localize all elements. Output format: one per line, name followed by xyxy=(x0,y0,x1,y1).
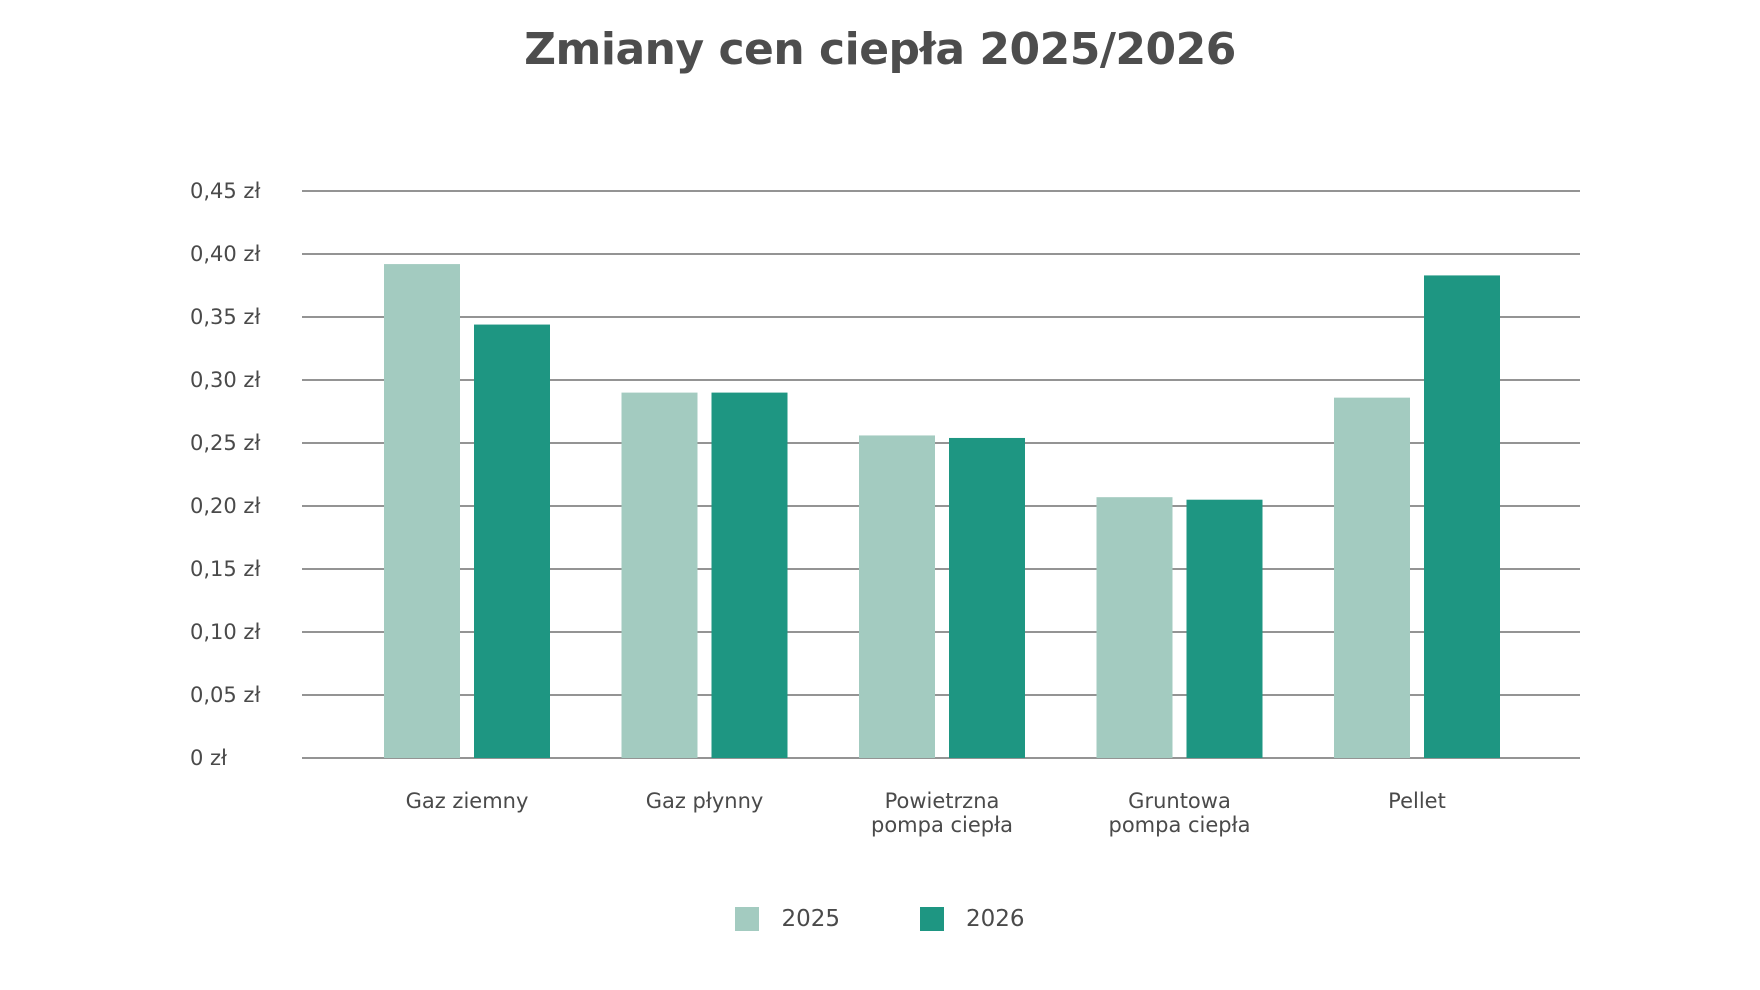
y-tick-label: 0,30 zł xyxy=(190,368,260,392)
legend: 2025 2026 xyxy=(0,906,1760,932)
y-tick-label: 0,45 zł xyxy=(190,179,260,203)
bar-2026 xyxy=(1424,275,1500,758)
y-tick-label: 0,15 zł xyxy=(190,557,260,581)
bar-2025 xyxy=(384,264,460,758)
x-tick-label: Gaz ziemny xyxy=(406,789,529,813)
x-tick-label: pompa ciepła xyxy=(871,813,1013,837)
y-tick-label: 0,40 zł xyxy=(190,242,260,266)
bar-2026 xyxy=(1186,499,1263,758)
legend-swatch-2025 xyxy=(735,907,760,931)
bar-2026 xyxy=(474,324,550,758)
y-tick-label: 0,20 zł xyxy=(190,494,260,518)
x-tick-label: pompa ciepła xyxy=(1109,813,1251,837)
bar-2025 xyxy=(1096,497,1173,758)
legend-swatch-2026 xyxy=(920,907,944,931)
legend-label-2026: 2026 xyxy=(966,906,1025,932)
legend-item-2026: 2026 xyxy=(920,906,1025,932)
bar-2025 xyxy=(621,392,698,758)
bar-2026 xyxy=(949,437,1025,758)
y-tick-label: 0,35 zł xyxy=(190,305,260,329)
bar-2025 xyxy=(859,435,935,758)
y-tick-label: 0,10 zł xyxy=(190,620,260,644)
x-tick-label: Powietrzna xyxy=(885,789,1000,813)
legend-item-2025: 2025 xyxy=(735,906,840,932)
y-tick-label: 0,25 zł xyxy=(190,431,260,455)
x-tick-label: Gruntowa xyxy=(1128,789,1231,813)
x-tick-label: Pellet xyxy=(1388,789,1446,813)
bar-2025 xyxy=(1334,397,1410,758)
bar-2026 xyxy=(711,392,788,758)
y-tick-label: 0,05 zł xyxy=(190,683,260,707)
legend-label-2025: 2025 xyxy=(781,906,840,932)
x-tick-label: Gaz płynny xyxy=(646,789,764,813)
chart-title: Zmiany cen ciepła 2025/2026 xyxy=(524,24,1236,75)
y-tick-label: 0 zł xyxy=(190,746,227,770)
